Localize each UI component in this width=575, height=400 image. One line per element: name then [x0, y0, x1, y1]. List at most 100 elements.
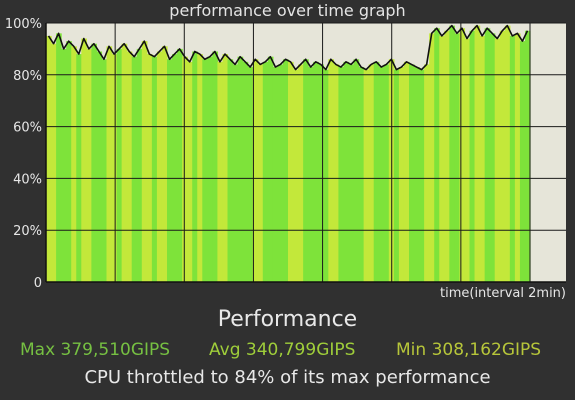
data-bar — [504, 25, 511, 283]
data-bar — [237, 56, 244, 282]
data-bar — [328, 59, 334, 283]
data-bar — [414, 67, 420, 282]
data-bar — [403, 61, 410, 282]
data-bar — [514, 33, 521, 282]
data-bar — [146, 54, 153, 282]
data-bar — [267, 56, 274, 282]
data-bar — [288, 61, 294, 282]
data-bar — [378, 67, 385, 282]
data-bar — [499, 30, 506, 282]
data-bar — [222, 54, 229, 282]
data-bar — [197, 54, 203, 282]
data-bar — [444, 30, 450, 282]
data-bar — [81, 38, 87, 282]
grid-layer — [45, 22, 566, 283]
y-tick-layer: 100% 80% 60% 40% 20% 0 — [5, 17, 42, 291]
data-bar — [363, 69, 370, 283]
data-bar — [106, 46, 113, 283]
y-tick-label: 0 — [34, 276, 42, 291]
data-bar — [262, 61, 269, 282]
data-bar — [227, 59, 234, 283]
data-bar — [202, 59, 208, 283]
data-bar — [277, 64, 284, 282]
performance-heading: Performance — [217, 307, 358, 332]
data-bar — [76, 54, 82, 282]
data-bar — [509, 35, 516, 283]
data-bar — [177, 48, 183, 283]
data-bar — [358, 67, 365, 282]
data-bar — [96, 51, 103, 282]
x-axis-label: time(interval 2min) — [440, 286, 566, 300]
data-bar — [187, 61, 193, 282]
data-bar — [121, 43, 128, 282]
data-bar — [111, 54, 118, 282]
data-bar — [212, 51, 219, 282]
data-bar — [167, 59, 173, 283]
data-bar — [242, 61, 249, 282]
data-bar — [151, 56, 158, 282]
data-bar — [368, 64, 375, 282]
data-bar — [192, 51, 198, 282]
data-bar — [86, 48, 92, 283]
data-bar — [51, 43, 57, 282]
min-stat: Min 308,162GIPS — [396, 340, 542, 360]
data-bar — [252, 59, 259, 283]
data-bar — [172, 54, 178, 282]
y-tick-label: 80% — [13, 69, 42, 84]
y-tick-label: 100% — [5, 17, 42, 32]
data-bar — [434, 28, 440, 283]
data-bar — [454, 33, 461, 282]
data-bar — [131, 56, 138, 282]
data-bar — [519, 41, 526, 282]
stats-row: Max 379,510GIPS Avg 340,799GIPS Min 308,… — [0, 339, 575, 363]
data-bar — [494, 38, 501, 282]
avg-stat: Avg 340,799GIPS — [209, 340, 356, 360]
data-bar — [449, 25, 455, 283]
data-bar — [479, 35, 486, 283]
data-bar — [56, 33, 62, 282]
data-bar — [429, 33, 435, 282]
data-bar — [141, 41, 148, 282]
data-bar — [182, 56, 188, 282]
data-bar — [126, 51, 133, 282]
y-tick-label: 60% — [13, 121, 42, 136]
data-bar — [464, 38, 471, 282]
data-bar — [161, 46, 168, 283]
data-bar — [66, 41, 72, 282]
data-bar — [101, 59, 108, 283]
data-bar — [247, 67, 254, 282]
data-bar — [333, 64, 340, 282]
y-tick-label: 20% — [13, 224, 42, 239]
data-bar — [298, 64, 304, 282]
data-bar — [439, 35, 445, 283]
data-bar — [272, 67, 279, 282]
data-bar — [313, 61, 319, 282]
data-bar — [524, 30, 531, 282]
data-bar — [383, 64, 390, 282]
data-bar — [91, 43, 98, 282]
throttle-message: CPU throttled to 84% of its max performa… — [84, 367, 491, 388]
data-bar — [474, 25, 481, 283]
data-bar — [156, 51, 163, 282]
data-bar — [232, 64, 239, 282]
data-bar — [373, 61, 380, 282]
data-bar — [257, 64, 264, 282]
data-bar — [343, 61, 350, 282]
data-bar — [323, 69, 329, 283]
data-bar — [71, 46, 77, 283]
performance-chart: 100% 80% 60% 40% 20% 0 time(interval 2min) — [5, 17, 566, 300]
data-bar — [217, 61, 224, 282]
data-bar — [398, 67, 405, 282]
data-bar — [136, 48, 143, 283]
max-stat: Max 379,510GIPS — [20, 340, 171, 360]
data-bar — [348, 64, 355, 282]
data-bar — [424, 64, 430, 282]
data-bar — [308, 67, 314, 282]
data-bar — [61, 48, 67, 283]
data-bar — [46, 35, 52, 283]
data-bar — [116, 48, 123, 283]
data-bar — [459, 28, 466, 283]
data-bar — [282, 59, 289, 283]
y-tick-label: 40% — [13, 172, 42, 187]
data-bar — [393, 69, 400, 283]
